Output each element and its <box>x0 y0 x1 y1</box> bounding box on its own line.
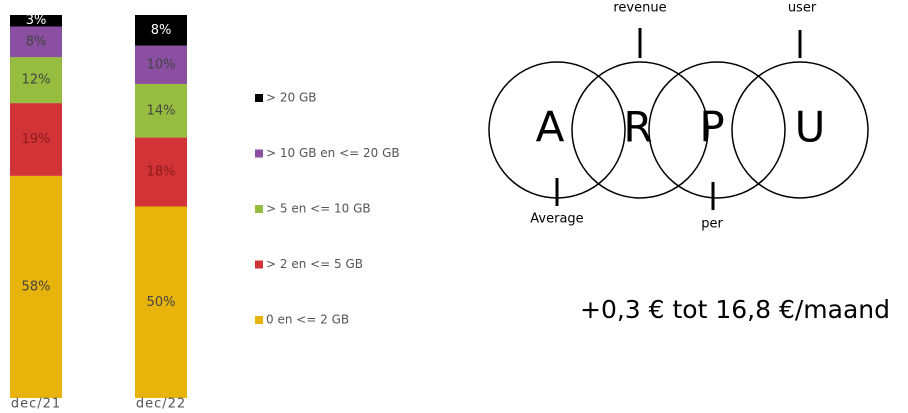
legend-swatch <box>255 94 263 102</box>
bar-segment <box>10 175 62 398</box>
circle <box>648 61 786 199</box>
circle <box>571 61 709 199</box>
legend-label: > 10 GB en <= 20 GB <box>266 146 400 160</box>
words: Average revenue per user <box>530 1 817 232</box>
legend-label: > 2 en <= 5 GB <box>266 257 363 271</box>
word: Average <box>530 212 583 227</box>
legend-swatch <box>255 149 263 158</box>
value-label: 3% <box>26 13 47 28</box>
x-tick-label: dec/22 <box>136 397 186 412</box>
circle <box>731 61 869 199</box>
letters: A R P U <box>536 103 826 152</box>
legend-label: > 20 GB <box>266 91 316 105</box>
value-label: 19% <box>22 132 51 147</box>
value-label: 58% <box>22 279 51 294</box>
bar-segment <box>10 15 62 27</box>
legend-label: > 5 en <= 10 GB <box>266 202 371 216</box>
letter: P <box>699 103 724 152</box>
letter: U <box>795 103 826 152</box>
word: per <box>701 217 723 232</box>
bar-segment <box>135 83 187 138</box>
bar-segment <box>10 103 62 176</box>
bar-segment <box>135 15 187 46</box>
x-tick-label: dec/21 <box>11 397 61 412</box>
letter: R <box>623 103 652 152</box>
bar-segment <box>10 26 62 58</box>
bar-segment <box>135 137 187 207</box>
legend-swatch <box>255 205 263 213</box>
value-label: 10% <box>147 57 176 72</box>
value-label: 8% <box>151 23 172 38</box>
legend-swatch <box>255 316 263 324</box>
legend-swatch <box>255 260 263 269</box>
bar-segment <box>135 206 187 398</box>
value-label: 50% <box>147 295 176 310</box>
word: user <box>788 1 817 16</box>
bar-segment <box>135 45 187 84</box>
value-label: 12% <box>22 73 51 88</box>
letter: A <box>536 103 565 152</box>
bar-segment <box>10 57 62 104</box>
legend-label: 0 en <= 2 GB <box>266 313 349 327</box>
arpu-note: +0,3 € tot 16,8 €/maand <box>580 295 890 324</box>
word: revenue <box>613 1 666 16</box>
value-label: 8% <box>26 34 47 49</box>
value-label: 18% <box>147 165 176 180</box>
arpu-diagram <box>488 28 869 210</box>
value-label: 14% <box>147 103 176 118</box>
